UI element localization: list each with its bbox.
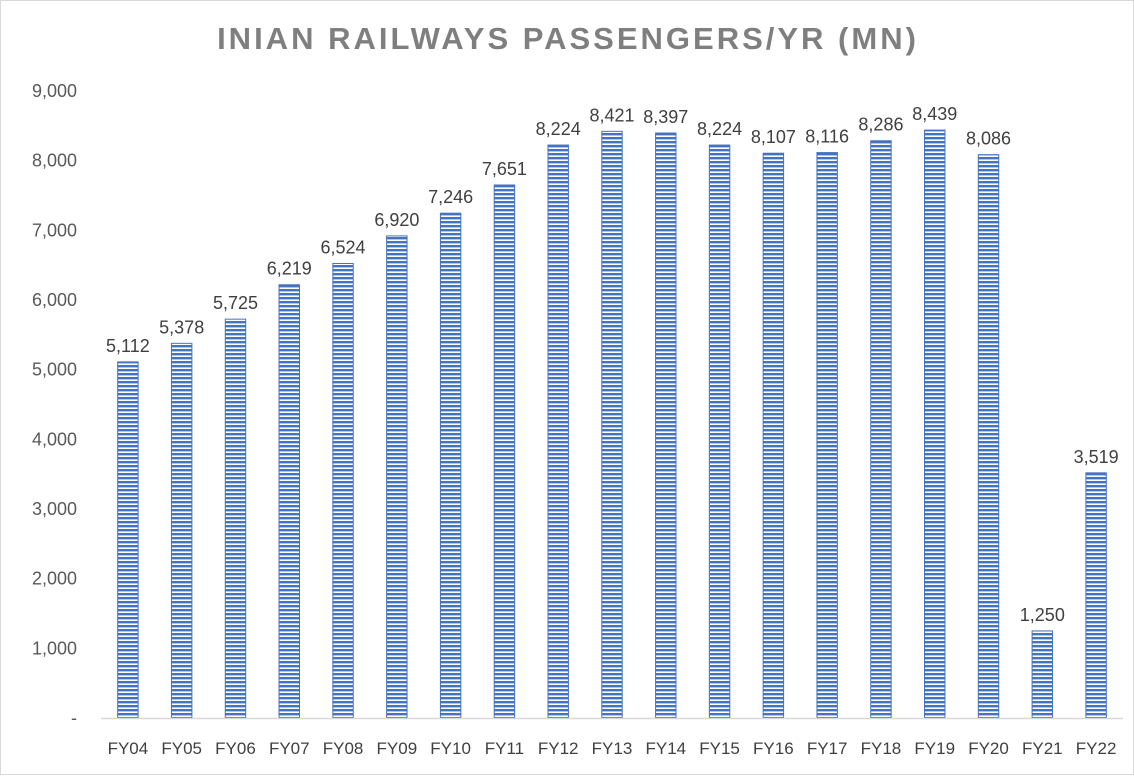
- data-label: 8,421: [589, 105, 634, 125]
- chart-title: INIAN RAILWAYS PASSENGERS/YR (MN): [217, 21, 919, 56]
- data-label: 3,519: [1074, 447, 1119, 467]
- bar: [224, 318, 247, 719]
- bar: [708, 144, 731, 719]
- bar: [493, 184, 516, 719]
- y-tick-label: 5,000: [32, 360, 77, 380]
- x-tick-label: FY06: [215, 739, 256, 758]
- bar: [977, 154, 1000, 719]
- data-label: 5,112: [106, 336, 150, 356]
- bar: [170, 342, 193, 719]
- x-tick-label: FY16: [753, 739, 794, 758]
- y-axis: - 1,000 2,000 3,000 4,000 5,000 6,000 7,000 8,00…: [32, 81, 77, 728]
- data-label: 8,107: [751, 127, 796, 147]
- bar: [762, 152, 785, 719]
- bar: [870, 140, 892, 719]
- x-tick-label: FY04: [108, 739, 149, 758]
- data-label: 5,378: [159, 317, 204, 337]
- x-tick-label: FY22: [1076, 739, 1117, 758]
- y-tick-label: -: [71, 708, 77, 728]
- data-label: 8,224: [536, 119, 581, 139]
- data-label: 8,086: [966, 129, 1011, 149]
- data-label: 8,397: [643, 107, 688, 127]
- y-tick-label: 9,000: [32, 81, 77, 101]
- data-label: 6,219: [267, 259, 312, 279]
- x-tick-label: FY21: [1022, 739, 1063, 758]
- x-tick-label: FY10: [430, 739, 471, 758]
- bar: [386, 235, 408, 719]
- bar: [601, 130, 623, 719]
- x-tick-label: FY12: [538, 739, 579, 758]
- data-label: 8,224: [697, 119, 742, 139]
- y-tick-label: 3,000: [32, 499, 77, 519]
- data-label: 7,246: [428, 187, 473, 207]
- data-label: 5,725: [213, 293, 258, 313]
- bar: [547, 144, 569, 719]
- bar: [332, 262, 354, 719]
- y-tick-label: 1,000: [32, 638, 77, 658]
- data-label: 7,651: [482, 159, 527, 179]
- x-tick-label: FY15: [699, 739, 740, 758]
- x-tick-label: FY05: [161, 739, 202, 758]
- x-tick-label: FY17: [807, 739, 848, 758]
- bar: [1085, 472, 1107, 719]
- y-tick-label: 4,000: [32, 429, 77, 449]
- data-label: 1,250: [1020, 605, 1065, 625]
- bar: [924, 129, 946, 719]
- y-tick-label: 2,000: [32, 569, 77, 589]
- x-tick-label: FY07: [269, 739, 310, 758]
- data-labels: 5,112 5,378 5,725 6,219 6,524 6,920 7,246 7,651…: [106, 104, 1119, 625]
- data-label: 6,920: [374, 210, 419, 230]
- y-tick-label: 8,000: [32, 151, 77, 171]
- x-tick-label: FY14: [645, 739, 686, 758]
- x-tick-label: FY11: [485, 739, 524, 758]
- bar: [816, 152, 838, 719]
- bar: [117, 361, 139, 719]
- x-axis: FY04 FY05 FY06 FY07 FY08 FY09 FY10 FY11 FY12 FY13…: [101, 717, 1123, 758]
- x-tick-label: FY13: [592, 739, 633, 758]
- bar-series: [117, 129, 1107, 719]
- x-tick-label: FY18: [861, 739, 902, 758]
- data-label: 8,439: [912, 104, 957, 124]
- x-tick-label: FY09: [377, 739, 418, 758]
- bar: [439, 212, 462, 719]
- bar: [278, 284, 300, 719]
- y-tick-label: 7,000: [32, 220, 77, 240]
- data-label: 8,286: [858, 115, 903, 135]
- y-tick-label: 6,000: [32, 290, 77, 310]
- x-tick-label: FY19: [914, 739, 955, 758]
- x-tick-label: FY08: [323, 739, 364, 758]
- bar: [1031, 630, 1054, 719]
- x-tick-label: FY20: [968, 739, 1009, 758]
- data-label: 6,524: [321, 237, 366, 257]
- data-label: 8,116: [805, 127, 849, 147]
- bar: [655, 132, 677, 719]
